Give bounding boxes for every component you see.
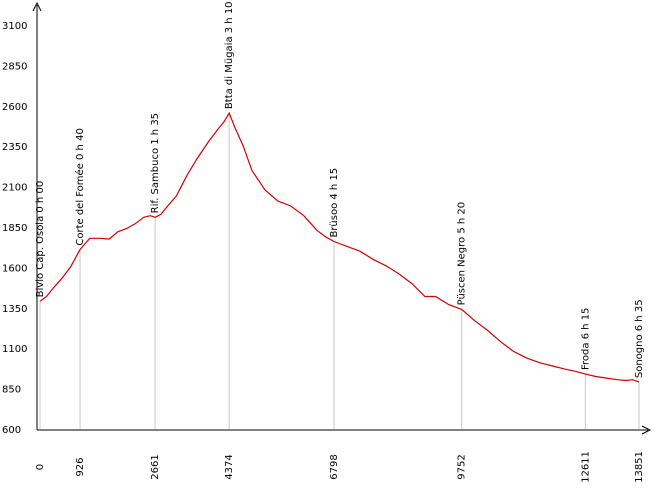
x-axis-arrow	[641, 425, 652, 435]
y-tick-label: 1350	[2, 304, 27, 315]
x-tick-labels: 0 926 2661 4374 6798 9752 12611 13851	[35, 451, 645, 483]
axes	[32, 1, 652, 435]
x-tick-label: 13851	[634, 451, 645, 483]
waypoint-lines	[39, 113, 640, 429]
waypoint-label: Froda 6 h 15	[580, 308, 591, 370]
y-tick-label: 3100	[2, 21, 27, 32]
y-tick-label: 1100	[2, 344, 27, 355]
y-tick-label: 1850	[2, 223, 27, 234]
x-tick-label: 2661	[150, 454, 161, 479]
x-tick-label: 9752	[457, 454, 468, 479]
elevation-series-line	[39, 111, 640, 383]
waypoint-label: Brüsoo 4 h 15	[329, 168, 340, 238]
y-tick-label: 2600	[2, 102, 27, 113]
waypoint-label: Bivio Cap. Osola 0 h 00	[35, 181, 46, 298]
y-tick-label: 1600	[2, 263, 27, 274]
series	[39, 111, 640, 383]
y-tick-label: 600	[2, 425, 21, 436]
y-tick-label: 2100	[2, 183, 27, 194]
waypoint-label: Corte del Fomée 0 h 40	[74, 128, 86, 245]
y-axis-arrow	[32, 1, 42, 12]
x-tick-label: 12611	[580, 451, 591, 483]
y-tick-label: 850	[2, 385, 21, 396]
waypoint-label: Rif. Sambuco 1 h 35	[150, 113, 161, 213]
x-tick-label: 6798	[329, 454, 340, 479]
x-tick-label: 4374	[224, 454, 235, 479]
y-tick-label: 2350	[2, 142, 27, 153]
waypoint-labels: Bivio Cap. Osola 0 h 00 Corte del Fomée 0…	[35, 1, 645, 378]
y-tick-label: 2850	[2, 61, 27, 72]
waypoint-label: Püscen Negro 5 h 20	[457, 202, 468, 306]
x-tick-label: 926	[75, 457, 86, 476]
waypoint-label: Btta di Mügaia 3 h 10	[224, 1, 235, 109]
x-tick-label: 0	[35, 464, 46, 470]
y-tick-labels: 600 850 1100 1350 1600 1850 2100 2350 2600 2850 31…	[2, 21, 27, 436]
waypoint-label: Sonogno 6 h 35	[634, 299, 645, 378]
